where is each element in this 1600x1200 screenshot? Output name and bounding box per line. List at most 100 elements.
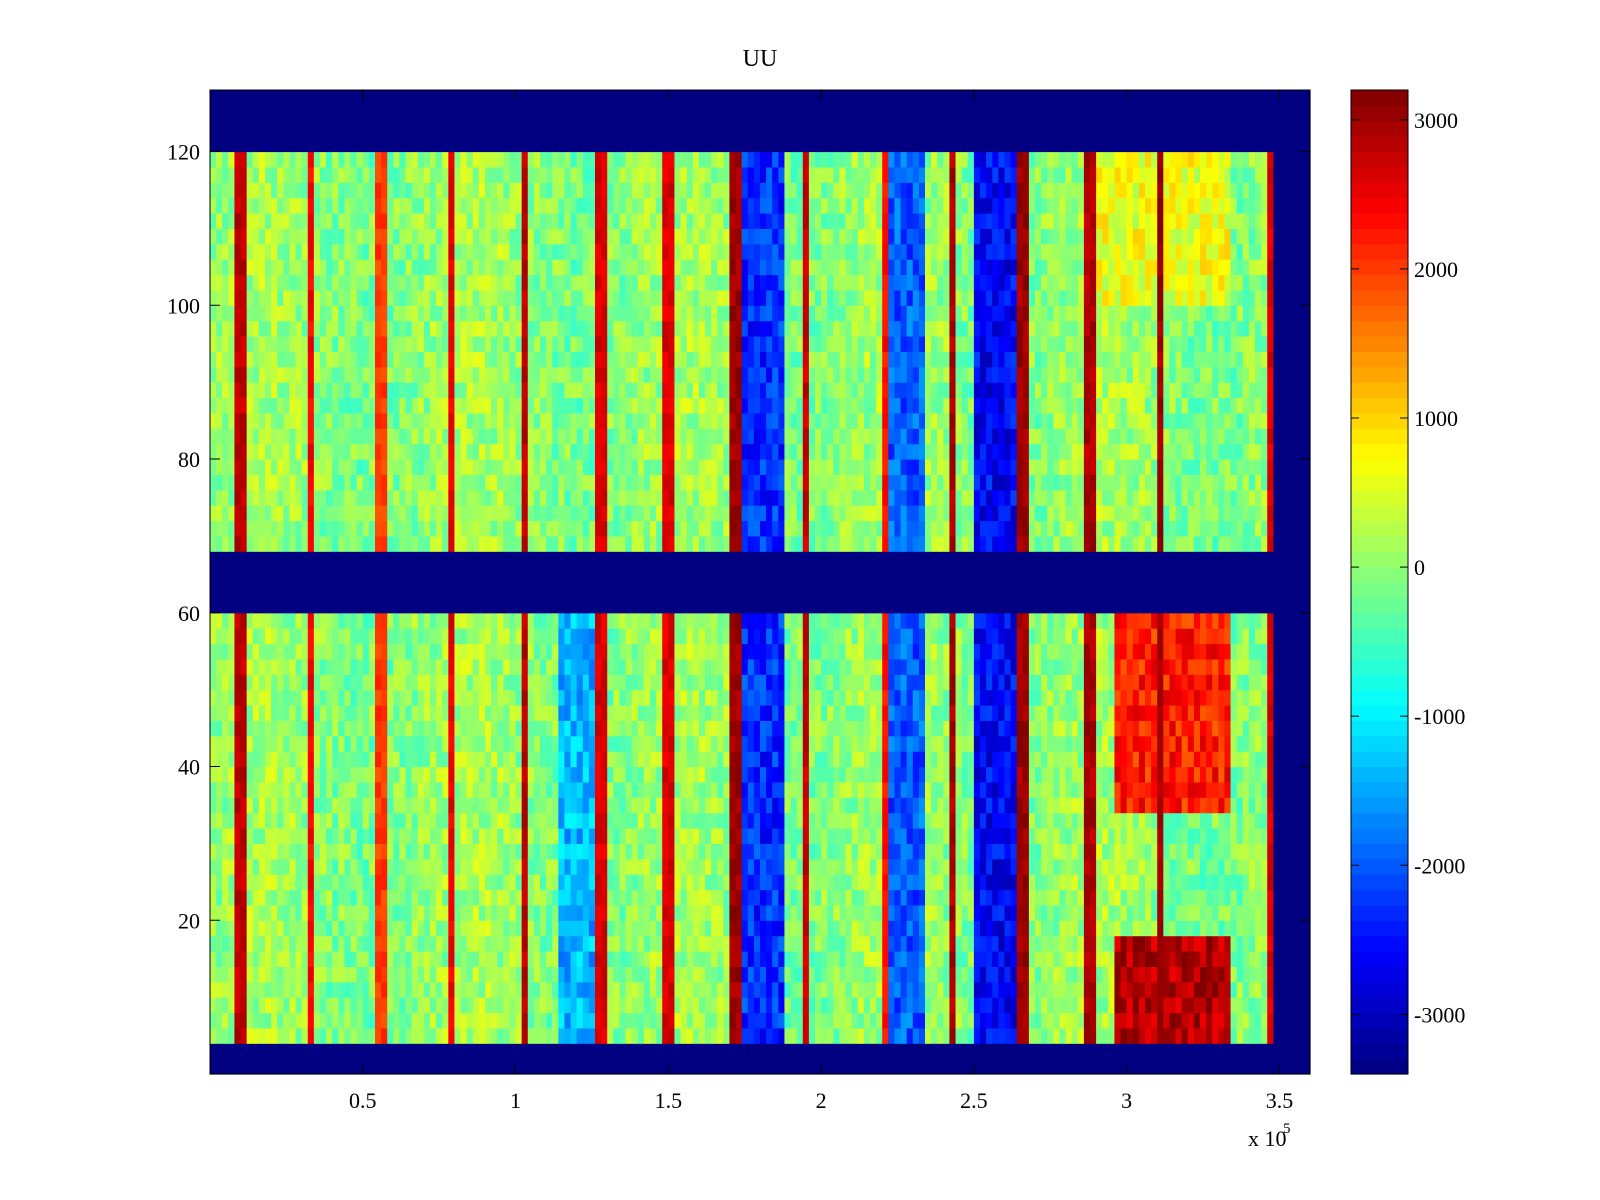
heatmap-cell	[350, 812, 358, 829]
heatmap-cell	[338, 1043, 346, 1060]
heatmap-cell	[362, 1058, 370, 1075]
heatmap-cell	[625, 397, 633, 414]
heatmap-cell	[540, 505, 547, 522]
heatmap-cell	[399, 259, 407, 276]
heatmap-cell	[564, 720, 572, 737]
heatmap-cell	[411, 705, 419, 721]
heatmap-cell	[582, 166, 590, 183]
heatmap-cell	[216, 289, 223, 306]
heatmap-cell	[601, 1058, 608, 1075]
heatmap-cell	[552, 720, 559, 737]
heatmap-cell	[515, 382, 523, 399]
heatmap-cell	[246, 966, 254, 983]
heatmap-cell	[234, 951, 242, 967]
heatmap-cell	[252, 705, 260, 721]
heatmap-cell	[552, 1012, 559, 1029]
heatmap-cell	[478, 243, 486, 260]
heatmap-cell	[344, 966, 352, 983]
heatmap-cell	[552, 735, 559, 752]
heatmap-cell	[521, 351, 529, 368]
heatmap-cell	[301, 243, 309, 260]
heatmap-cell	[246, 166, 254, 183]
heatmap-cell	[570, 843, 578, 860]
heatmap-cell	[417, 1058, 425, 1075]
heatmap-cell	[326, 612, 333, 629]
heatmap-cell	[393, 336, 401, 352]
heatmap-cell	[252, 289, 260, 306]
heatmap-cell	[210, 566, 217, 583]
heatmap-cell	[466, 151, 474, 168]
heatmap-cell	[436, 966, 443, 983]
heatmap-cell	[417, 828, 425, 844]
heatmap-cell	[558, 643, 566, 660]
heatmap-cell	[271, 966, 278, 983]
heatmap-cell	[344, 766, 352, 783]
heatmap-cell	[564, 397, 572, 414]
heatmap-cell	[491, 843, 498, 860]
heatmap-cell	[436, 566, 443, 583]
heatmap-cell	[387, 735, 394, 752]
heatmap-cell	[375, 320, 382, 337]
heatmap-cell	[521, 136, 529, 153]
heatmap-cell	[271, 874, 278, 891]
heatmap-cell	[564, 305, 572, 322]
heatmap-cell	[680, 535, 688, 552]
heatmap-cell	[674, 274, 682, 291]
heatmap-cell	[210, 90, 217, 106]
heatmap-cell	[320, 1027, 327, 1044]
heatmap-cell	[289, 597, 297, 614]
heatmap-cell	[320, 597, 327, 614]
heatmap-cell	[417, 289, 425, 306]
heatmap-cell	[637, 1058, 645, 1075]
heatmap-cell	[503, 1012, 511, 1029]
heatmap-cell	[320, 228, 327, 245]
heatmap-cell	[613, 951, 621, 967]
heatmap-cell	[540, 874, 547, 891]
heatmap-cell	[442, 243, 449, 260]
heatmap-cell	[381, 705, 388, 721]
heatmap-cell	[607, 935, 614, 952]
heatmap-cell	[295, 505, 303, 522]
heatmap-cell	[601, 797, 608, 814]
heatmap-cell	[595, 397, 602, 414]
heatmap-cell	[662, 274, 669, 291]
heatmap-cell	[423, 336, 431, 352]
heatmap-cell	[650, 720, 657, 737]
heatmap-cell	[680, 505, 688, 522]
heatmap-cell	[222, 428, 229, 445]
heatmap-cell	[668, 889, 676, 906]
heatmap-cell	[313, 981, 321, 998]
heatmap-cell	[576, 935, 584, 952]
heatmap-cell	[301, 689, 309, 706]
heatmap-cell	[295, 812, 303, 829]
heatmap-cell	[533, 505, 541, 522]
heatmap-cell	[631, 320, 639, 337]
heatmap-cell	[631, 443, 639, 460]
heatmap-cell	[527, 105, 535, 122]
heatmap-cell	[460, 766, 468, 783]
heatmap-cell	[558, 397, 566, 414]
heatmap-cell	[411, 828, 419, 844]
heatmap-cell	[430, 336, 437, 352]
heatmap-cell	[265, 351, 272, 368]
heatmap-cell	[344, 105, 352, 122]
heatmap-cell	[350, 582, 358, 598]
heatmap-cell	[680, 981, 688, 998]
heatmap-cell	[258, 166, 266, 183]
heatmap-cell	[680, 182, 688, 199]
heatmap-cell	[631, 1043, 639, 1060]
heatmap-cell	[509, 520, 517, 537]
heatmap-cell	[674, 643, 682, 660]
heatmap-cell	[460, 259, 468, 276]
heatmap-cell	[552, 551, 559, 568]
heatmap-cell	[631, 828, 639, 844]
heatmap-cell	[338, 981, 346, 998]
heatmap-cell	[472, 1012, 480, 1029]
heatmap-cell	[350, 397, 358, 414]
heatmap-cell	[362, 366, 370, 383]
heatmap-cell	[246, 582, 254, 598]
heatmap-cell	[570, 828, 578, 844]
heatmap-cell	[497, 351, 504, 368]
heatmap-cell	[497, 336, 504, 352]
heatmap-cell	[362, 904, 370, 921]
